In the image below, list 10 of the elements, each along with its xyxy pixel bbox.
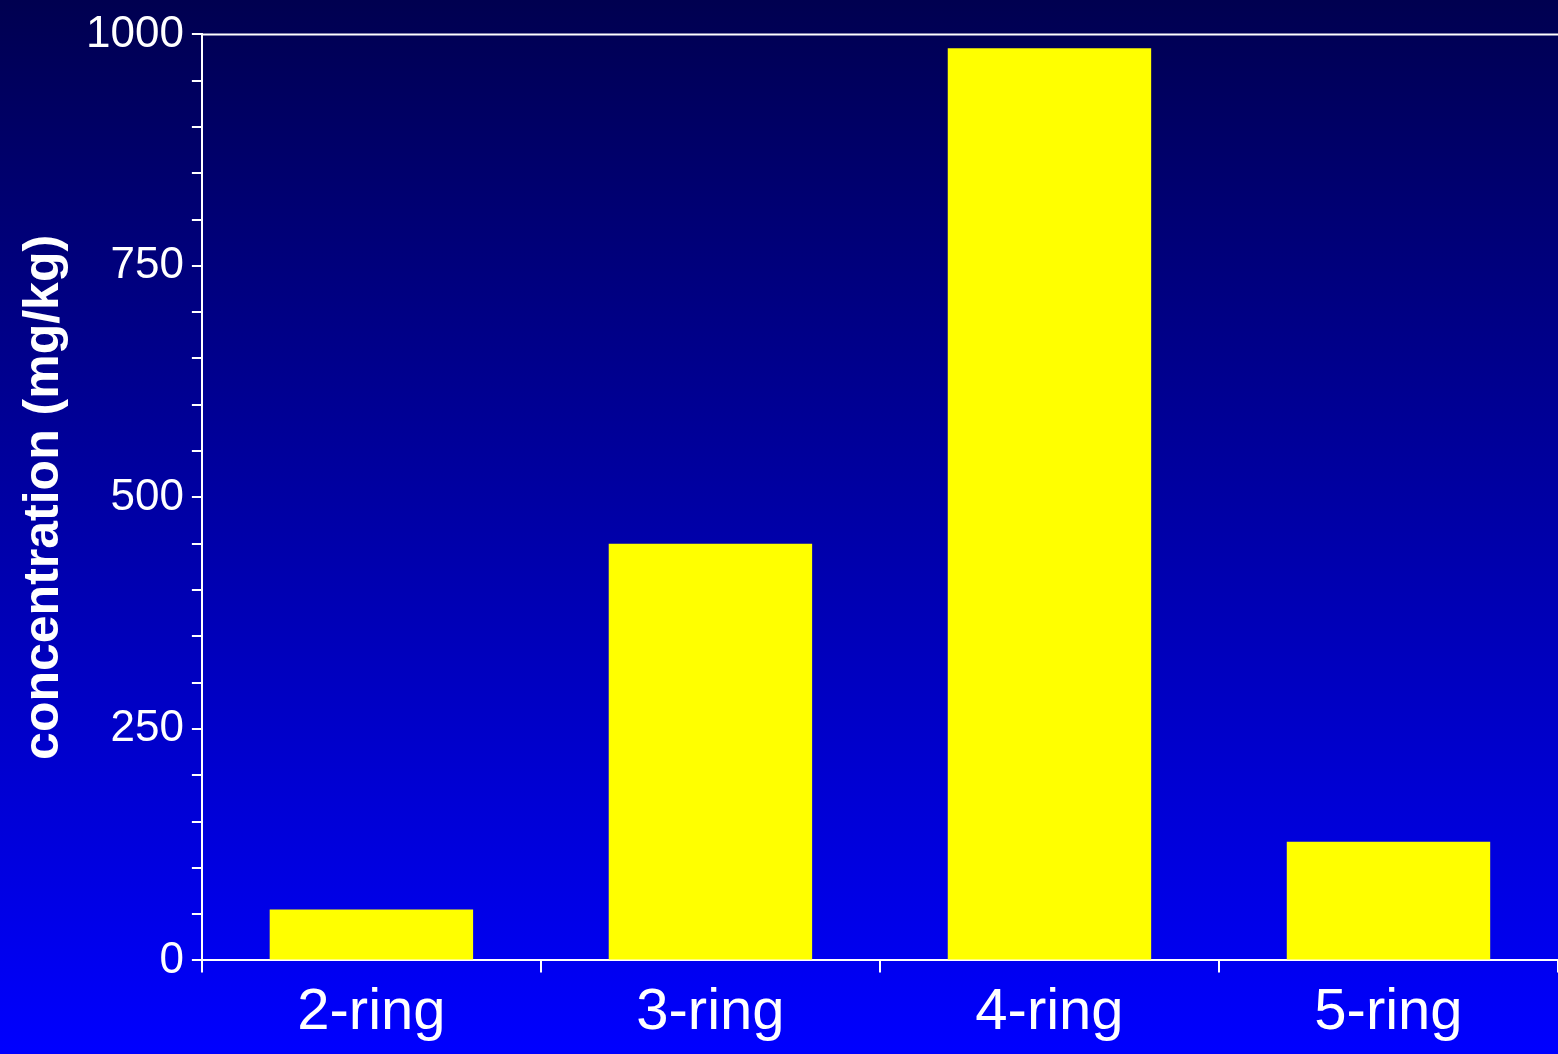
x-tick-label: 3-ring [636, 976, 785, 1042]
y-axis-title: concentration (mg/kg) [12, 234, 69, 760]
y-tick-label: 500 [110, 469, 184, 519]
x-tick-label: 5-ring [1314, 976, 1463, 1042]
y-tick-label: 250 [110, 701, 184, 751]
y-tick-label: 1000 [85, 6, 184, 56]
x-tick-label: 4-ring [975, 976, 1124, 1042]
x-tick-label: 2-ring [297, 976, 446, 1042]
y-tick-label: 0 [159, 932, 184, 982]
y-tick-label: 750 [110, 238, 184, 288]
